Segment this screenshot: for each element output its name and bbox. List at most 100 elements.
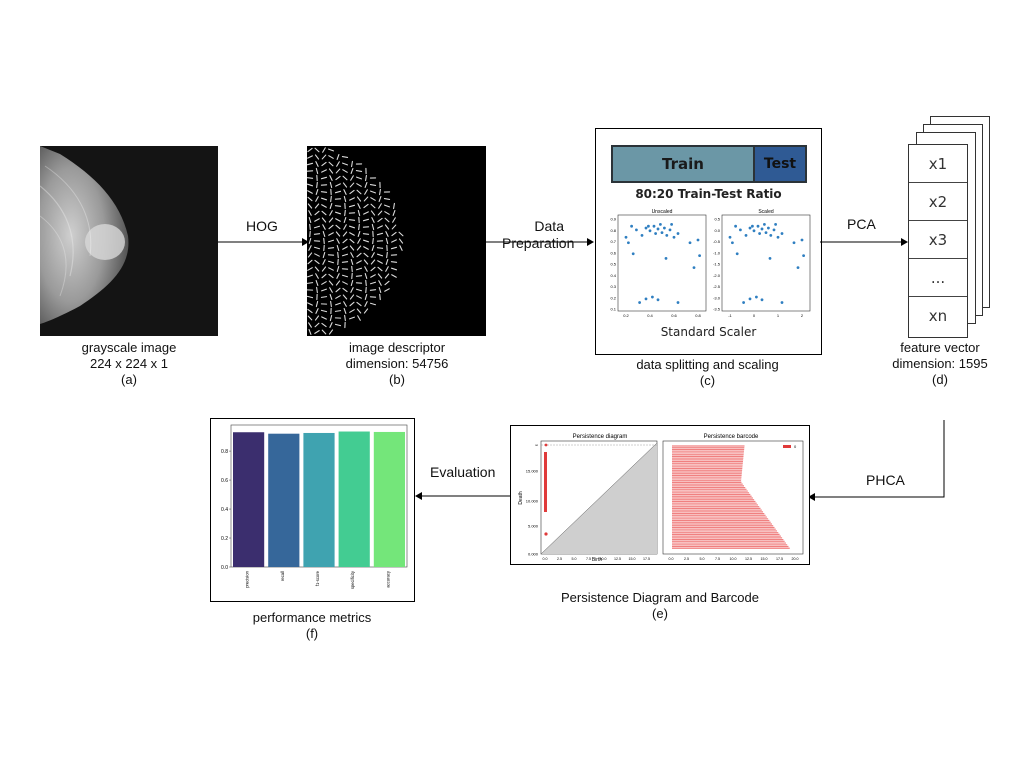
hog-cell	[364, 189, 368, 195]
scatter-point	[764, 231, 768, 235]
hog-cell	[307, 252, 313, 258]
hog-cell	[392, 217, 396, 223]
hog-cell	[308, 322, 312, 328]
tick-label: 10.0	[600, 557, 607, 561]
hog-cell	[314, 330, 320, 334]
scatter-point	[663, 226, 666, 230]
hog-cell	[355, 288, 363, 292]
hog-cell	[390, 246, 398, 250]
data-preparation-label: Data Preparation	[502, 218, 574, 252]
scatter-point	[728, 235, 732, 239]
tick-label: 10.0	[730, 557, 737, 561]
hog-cell	[378, 203, 382, 209]
caption-tag: (e)	[652, 606, 668, 621]
hog-cell	[334, 211, 342, 215]
hog-cell	[356, 245, 362, 251]
hog-cell	[316, 286, 318, 294]
test-block: Test	[753, 145, 807, 183]
scatter-point	[644, 297, 648, 301]
caption-line: dimension: 1595	[892, 356, 988, 371]
hog-cell	[356, 301, 362, 307]
hog-cell	[307, 177, 314, 179]
hog-cell	[355, 275, 363, 277]
hog-cell	[344, 209, 346, 217]
hog-cell	[344, 314, 346, 322]
hog-cell	[334, 323, 342, 327]
tick-label: 2.5	[684, 557, 689, 561]
caption-line: data splitting and scaling	[636, 357, 779, 372]
hog-cell	[355, 267, 363, 271]
hog-cell	[385, 266, 389, 272]
hog-cell	[390, 261, 398, 263]
tick-label: ∞	[535, 443, 538, 448]
hog-cell	[330, 300, 332, 308]
hog-cell	[308, 329, 312, 335]
tick-label: 17.5	[776, 557, 783, 561]
unscaled-title: Unscaled	[652, 209, 673, 215]
scatter-point	[651, 295, 654, 299]
hog-cell	[337, 251, 339, 259]
hog-descriptor-image	[307, 146, 486, 336]
scatter-point	[624, 235, 628, 239]
tick-label: 2.5	[557, 557, 562, 561]
data-splitting-panel: Train Test 80:20 Train-Test Ratio Unscal…	[595, 128, 822, 355]
scatter-point	[696, 238, 700, 242]
scatter-point	[654, 232, 657, 235]
y-tick-label: 0.4	[221, 507, 228, 513]
tick-label: 0.4	[647, 313, 653, 318]
hog-cell	[341, 274, 349, 278]
tick-label: 0.3	[610, 284, 616, 289]
scatter-point	[800, 238, 804, 242]
hog-label: HOG	[246, 218, 278, 234]
tick-label: -3.0	[713, 295, 721, 300]
hog-cell	[336, 244, 340, 252]
scatter-point	[692, 266, 696, 269]
persistence-barcode: Persistence barcode 0 0.0 2.5 5.0 7.5 10.0 12…	[662, 434, 804, 561]
hog-cell	[322, 251, 326, 259]
barcode-title: Persistence barcode	[704, 434, 759, 440]
hog-cell	[315, 273, 319, 279]
hog-cell	[321, 266, 327, 272]
hog-cell	[398, 231, 404, 237]
feature-vector: x1 x2 x3 ... xn	[908, 144, 968, 338]
hog-cell	[329, 175, 333, 181]
hog-cell	[391, 224, 397, 230]
hog-cell	[398, 238, 404, 244]
hog-cell	[335, 168, 341, 174]
tick-label: -3.5	[713, 307, 721, 312]
hog-cell	[343, 224, 347, 230]
hog-cell	[335, 280, 341, 286]
hog-cell	[328, 168, 334, 174]
hog-cell	[384, 224, 390, 230]
scatter-point	[656, 298, 660, 302]
hog-cell	[314, 259, 320, 265]
scatter-point	[670, 222, 673, 226]
hog-cell	[307, 203, 313, 209]
hog-cell	[376, 232, 384, 236]
hog-cell	[321, 316, 327, 320]
feature-cell: x2	[909, 183, 967, 221]
hog-cell	[377, 260, 383, 264]
evaluation-label: Evaluation	[430, 464, 496, 480]
scatter-point	[672, 235, 676, 239]
hog-cell	[307, 155, 313, 159]
x-tick-label: precision	[245, 570, 250, 587]
hog-cell	[335, 224, 341, 230]
scatter-point	[734, 224, 737, 228]
hog-cell	[369, 184, 377, 186]
tick-label: 5.0	[700, 557, 705, 561]
scatter-point	[665, 234, 669, 237]
hog-cell	[342, 294, 348, 300]
tick-label: 0.8	[695, 313, 701, 318]
hog-cell	[399, 245, 403, 251]
scatter-point	[640, 234, 644, 237]
metric-bar	[268, 433, 300, 567]
diagram-title: Persistence diagram	[573, 434, 628, 440]
hog-cell	[342, 175, 348, 181]
hog-cell	[379, 293, 381, 301]
hog-cell	[378, 286, 382, 294]
hog-cell	[336, 273, 340, 279]
scatter-point	[648, 229, 652, 233]
persistence-plots: Persistence diagram ∞ 15.000 10.000 5.000 0.…	[518, 434, 804, 563]
hog-cell	[349, 238, 355, 244]
